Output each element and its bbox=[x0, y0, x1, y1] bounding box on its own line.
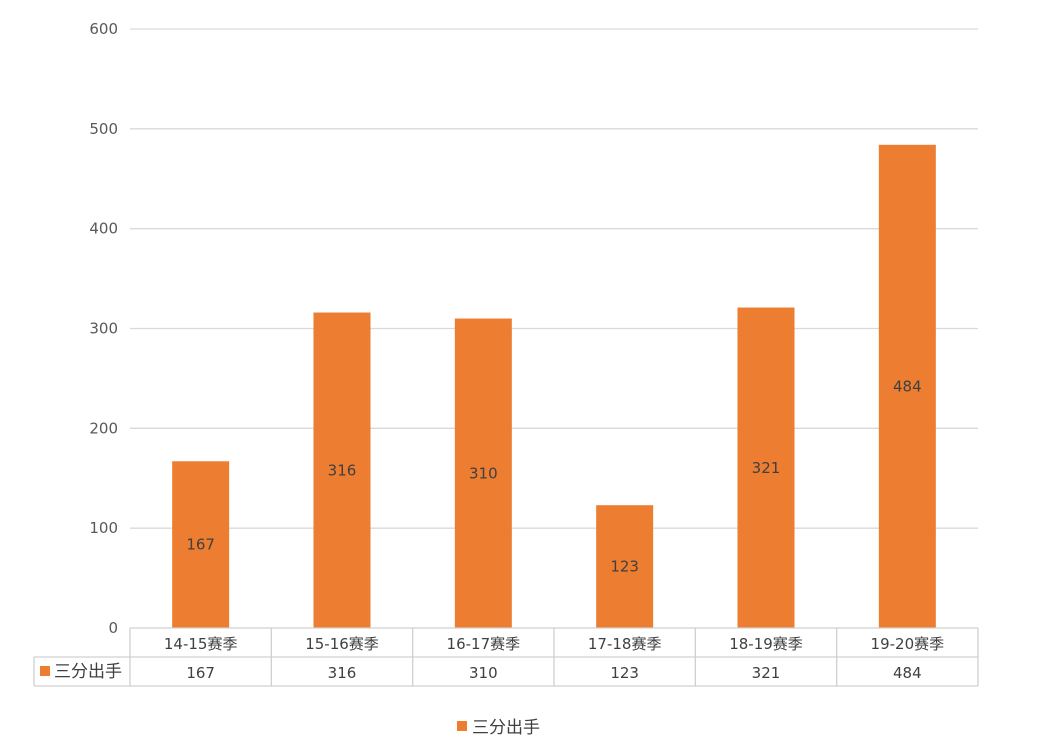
data-table-legend-key bbox=[40, 666, 50, 676]
x-tick-label: 14-15赛季 bbox=[164, 635, 238, 653]
x-tick-label: 16-17赛季 bbox=[447, 635, 521, 653]
data-table-value: 321 bbox=[752, 664, 781, 682]
data-table-value: 310 bbox=[469, 664, 498, 682]
y-tick-label: 400 bbox=[89, 220, 118, 238]
data-table-value: 167 bbox=[186, 664, 215, 682]
x-tick-label: 15-16赛季 bbox=[305, 635, 379, 653]
data-table-series-name: 三分出手 bbox=[54, 662, 122, 682]
bar bbox=[454, 318, 512, 628]
data-label: 321 bbox=[752, 459, 781, 477]
data-label: 310 bbox=[469, 464, 498, 482]
x-tick-label: 18-19赛季 bbox=[729, 635, 803, 653]
data-table-value: 123 bbox=[610, 664, 639, 682]
y-tick-label: 300 bbox=[89, 320, 118, 338]
data-table-value: 484 bbox=[893, 664, 922, 682]
y-axis: 0 100 200 300 400 500 600 bbox=[89, 20, 118, 637]
data-label: 316 bbox=[328, 461, 357, 479]
y-tick-label: 200 bbox=[89, 419, 118, 437]
y-tick-label: 600 bbox=[89, 20, 118, 38]
bar bbox=[596, 505, 654, 628]
bars: 167 316 310 123 321 484 bbox=[172, 144, 936, 628]
data-table-value: 316 bbox=[328, 664, 357, 682]
x-tick-label: 19-20赛季 bbox=[871, 635, 945, 653]
y-tick-label: 500 bbox=[89, 120, 118, 138]
gridlines bbox=[130, 28, 978, 529]
bar bbox=[172, 461, 230, 628]
data-table: 三分出手 14-15赛季 167 15-16赛季 316 16-17赛季 310 17-18… bbox=[33, 627, 979, 687]
data-label: 123 bbox=[610, 558, 639, 576]
bar bbox=[737, 307, 795, 628]
y-tick-label: 0 bbox=[108, 619, 118, 637]
legend: 三分出手 bbox=[457, 718, 540, 738]
bar bbox=[878, 144, 936, 628]
legend-swatch bbox=[457, 721, 467, 731]
y-tick-label: 100 bbox=[89, 519, 118, 537]
x-tick-label: 17-18赛季 bbox=[588, 635, 662, 653]
bar bbox=[313, 312, 371, 628]
legend-label: 三分出手 bbox=[472, 718, 540, 738]
data-label: 484 bbox=[893, 377, 922, 395]
data-label: 167 bbox=[186, 536, 215, 554]
